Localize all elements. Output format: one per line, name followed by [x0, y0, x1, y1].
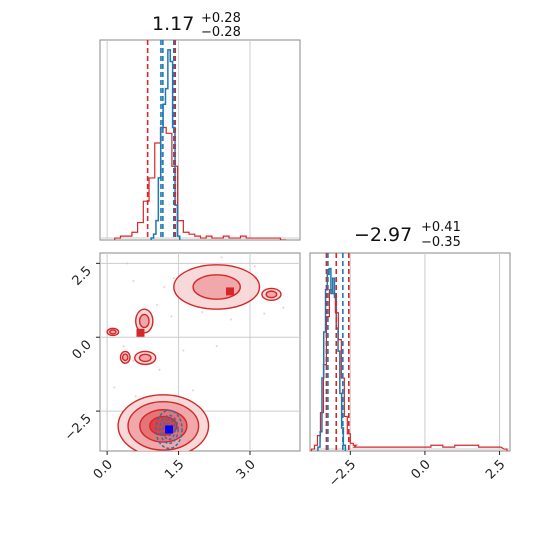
hist-param1-panel: 1.17 +0.28 −0.28: [99, 11, 301, 241]
joint-density-point-10: [156, 303, 159, 306]
joint-density-panel: 0.0 1.5 3.0 −2.5 0.0 2.5: [62, 252, 301, 482]
param1-lower-error: −0.28: [201, 25, 241, 40]
param1-median: 1.17: [152, 13, 194, 35]
joint-density-point-13: [201, 311, 204, 314]
joint-density-y-ticks: −2.5 0.0 2.5: [62, 262, 100, 444]
joint-contour-3-level-1: [121, 353, 129, 362]
joint-density-point-22: [191, 389, 194, 392]
joint-blue-contour-0: [155, 409, 183, 450]
hist-param2-tick-label-2: 2.5: [483, 457, 508, 482]
hist-param2-title: −2.97 +0.41 −0.35: [354, 220, 461, 250]
joint-density-point-12: [170, 315, 173, 318]
joint-density-x-ticks: 0.0 1.5 3.0: [91, 451, 259, 482]
joint-density-point-17: [132, 359, 135, 362]
joint-density-point-3: [172, 277, 175, 280]
joint-x-tick-label-1: 1.5: [162, 457, 187, 482]
hist-param1-title: 1.17 +0.28 −0.28: [152, 11, 241, 40]
joint-density-point-21: [113, 386, 116, 389]
joint-red-marker-1: [136, 328, 145, 337]
joint-blue-contour-1: [159, 414, 179, 445]
joint-contour-4-level-1: [109, 329, 117, 335]
param2-median: −2.97: [354, 224, 412, 246]
hist-param1-red-series: [114, 126, 287, 240]
joint-density-point-18: [158, 368, 161, 371]
joint-contour-6-level-1: [265, 290, 278, 299]
hist-param1-frame: [99, 39, 301, 241]
joint-density-point-2: [163, 285, 166, 288]
joint-density-point-14: [229, 318, 232, 321]
joint-density-point-16: [122, 345, 125, 348]
joint-density-markers: [136, 287, 234, 434]
joint-density-point-7: [253, 265, 256, 268]
joint-x-tick-label-0: 0.0: [91, 457, 116, 482]
joint-y-tick-label-2: 2.5: [70, 264, 95, 289]
joint-y-tick-label-1: 0.0: [70, 337, 95, 362]
joint-contour-5-level-1: [192, 274, 241, 300]
joint-density-point-19: [182, 349, 185, 352]
joint-blue-marker: [165, 425, 174, 434]
joint-x-tick-label-2: 3.0: [234, 457, 259, 482]
joint-blue-contour-2: [162, 418, 176, 441]
param1-upper-error: +0.28: [201, 11, 241, 26]
joint-red-marker-0: [226, 287, 234, 296]
hist-param2-x-ticks: −2.5 0.0 2.5: [326, 451, 508, 490]
param2-lower-error: −0.35: [421, 235, 461, 250]
joint-contour-1-level-1: [138, 313, 150, 329]
joint-y-tick-label-0: −2.5: [62, 411, 95, 444]
joint-density-point-20: [215, 345, 218, 348]
hist-param2-quantiles: [325, 253, 350, 451]
hist-param2-blue-series: [317, 267, 347, 451]
joint-density-point-6: [220, 256, 223, 259]
joint-density-point-15: [263, 312, 266, 315]
hist-param2-panel: −2.5 0.0 2.5 −2.97 +0.41 −0.35: [309, 220, 511, 490]
joint-density-grid: [100, 253, 300, 451]
joint-density-point-1: [132, 280, 135, 283]
joint-density-point-9: [282, 306, 285, 309]
param2-upper-error: +0.41: [421, 220, 461, 235]
joint-density-point-0: [126, 262, 129, 265]
joint-density-red-contours: [106, 264, 282, 451]
hist-param2-tick-label-0: −2.5: [326, 457, 359, 490]
joint-density-point-23: [134, 395, 137, 398]
hist-param2-tick-label-1: 0.0: [409, 457, 434, 482]
joint-contour-2-level-1: [138, 353, 152, 363]
hist-param1-quantiles: [146, 40, 177, 240]
